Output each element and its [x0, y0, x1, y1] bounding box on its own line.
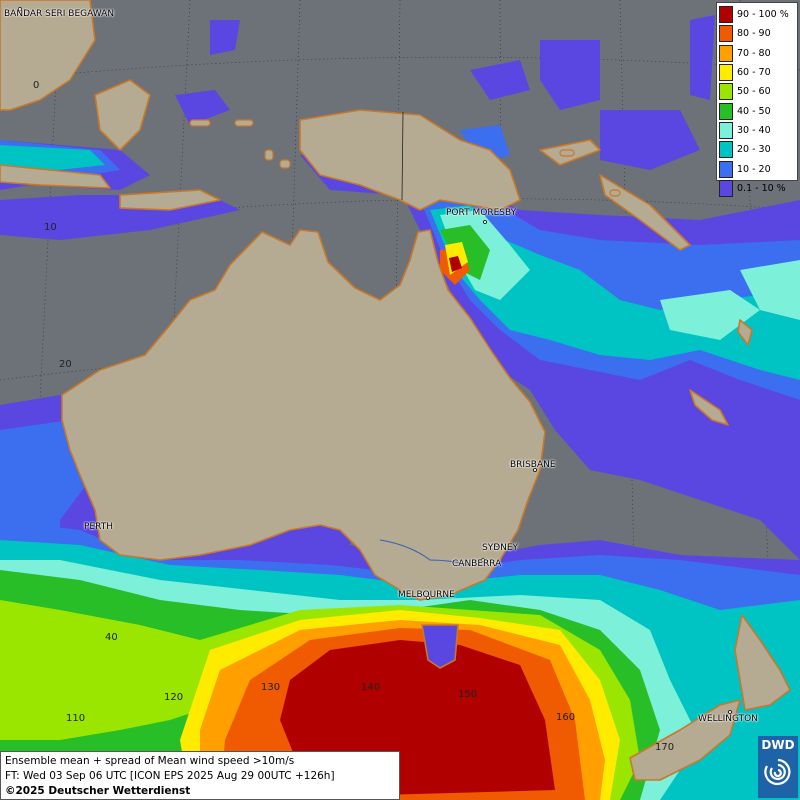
legend-entry: 60 - 70 [719, 63, 797, 82]
legend-label: 80 - 90 [737, 28, 771, 40]
legend-entry: 50 - 60 [719, 82, 797, 101]
lat-label-20: 20 [59, 359, 72, 370]
lon-label-120: 120 [164, 692, 184, 703]
solomon-islands [599, 174, 691, 251]
legend-label: 0.1 - 10 % [737, 182, 786, 194]
legend-swatch [719, 179, 733, 197]
dwd-logo: DWD [758, 736, 798, 798]
legend-entry: 40 - 50 [719, 101, 797, 120]
legend-swatch [719, 64, 733, 82]
legend-label: 90 - 100 % [737, 9, 789, 21]
legend-swatch [719, 121, 733, 139]
sunda-islands [119, 189, 221, 211]
legend-swatch [719, 6, 733, 24]
legend-label: 30 - 40 [737, 124, 771, 136]
legend-swatch [719, 141, 733, 159]
legend-entry: 90 - 100 % [719, 5, 797, 24]
borneo-landmass [0, 0, 96, 111]
legend-label: 70 - 80 [737, 47, 771, 59]
lon-label-170: 170 [655, 742, 675, 753]
city-label-sydney: SYDNEY [482, 543, 519, 553]
legend-label: 20 - 30 [737, 144, 771, 156]
lon-label-130: 130 [261, 682, 281, 693]
city-label-perth: PERTH [84, 522, 113, 532]
legend-rows: 90 - 100 % 80 - 90 70 - 80 60 - 70 50 - 60 40… [719, 5, 797, 198]
city-label-melbourne: MELBOURNE [398, 590, 455, 600]
legend-entry: 10 - 20 [719, 159, 797, 178]
lat-label-0: 0 [33, 80, 40, 91]
legend-swatch [719, 44, 733, 62]
river [379, 539, 471, 566]
city-label-brisbane: BRISBANE [510, 460, 556, 470]
city-label-bandar-seri-begawan: BANDAR SERI BEGAWAN [4, 9, 115, 19]
info-copyright: ©2025 Deutscher Wetterdienst [5, 785, 191, 797]
sulawesi-landmass [94, 79, 151, 151]
vanuatu-islands [737, 319, 753, 346]
land-masses [0, 0, 791, 781]
legend-entry: 30 - 40 [719, 121, 797, 140]
lon-label-110: 110 [66, 713, 86, 724]
australia-landmass [61, 229, 546, 601]
legend-entry: 70 - 80 [719, 44, 797, 63]
legend-label: 60 - 70 [737, 67, 771, 79]
small-islands [189, 119, 621, 197]
lat-label-40: 40 [105, 632, 118, 643]
city-label-wellington: WELLINGTON [698, 714, 758, 724]
legend-swatch [719, 25, 733, 43]
new-guinea-landmass [299, 109, 521, 211]
border-line [401, 111, 404, 201]
legend-swatch [719, 83, 733, 101]
swirl-icon [764, 758, 791, 786]
legend-entry: 0.1 - 10 % [719, 179, 797, 198]
legend-entry: 20 - 30 [719, 140, 797, 159]
lon-label-160: 160 [556, 712, 576, 723]
legend-swatch [719, 102, 733, 120]
legend-label: 40 - 50 [737, 105, 771, 117]
legend-label: 10 - 20 [737, 163, 771, 175]
info-parameter: Ensemble mean + spread of Mean wind spee… [5, 755, 295, 767]
info-box: Ensemble mean + spread of Mean wind spee… [0, 751, 400, 800]
legend-swatch [719, 160, 733, 178]
city-markers [18, 7, 732, 714]
city-label-canberra: CANBERRA [452, 559, 502, 569]
lon-label-140: 140 [361, 682, 381, 693]
legend-entry: 80 - 90 [719, 24, 797, 43]
nz-north-island [734, 614, 791, 711]
probability-legend: 90 - 100 % 80 - 90 70 - 80 60 - 70 50 - 60 40… [716, 2, 798, 197]
tasmania-landmass [421, 624, 459, 669]
city-label-port-moresby: PORT MORESBY [446, 208, 517, 218]
lat-label-10: 10 [44, 222, 57, 233]
new-caledonia [689, 389, 729, 426]
legend-label: 50 - 60 [737, 86, 771, 98]
java-landmass [0, 164, 111, 189]
dwd-logo-text: DWD [761, 738, 795, 752]
nz-south-island [629, 699, 741, 781]
info-forecast-time: FT: Wed 03 Sep 06 UTC [ICON EPS 2025 Aug… [5, 770, 335, 782]
lon-label-150: 150 [458, 689, 478, 700]
